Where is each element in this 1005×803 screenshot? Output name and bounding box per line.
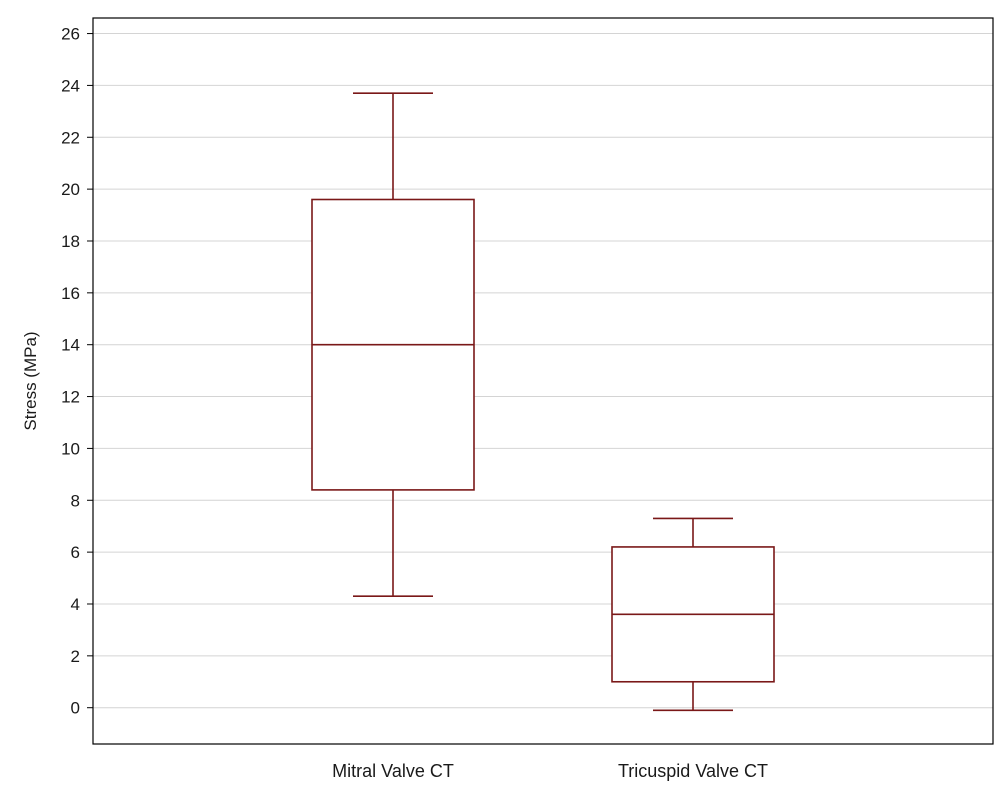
- y-tick-label: 16: [61, 284, 80, 303]
- y-tick-label: 20: [61, 180, 80, 199]
- x-category-label: Tricuspid Valve CT: [618, 761, 768, 781]
- y-tick-label: 6: [71, 543, 80, 562]
- y-tick-label: 0: [71, 699, 80, 718]
- plot-frame: [92, 17, 994, 745]
- y-tick-label: 12: [61, 388, 80, 407]
- y-tick-label: 24: [61, 76, 80, 95]
- boxes: [311, 92, 775, 712]
- box-2: [611, 517, 775, 712]
- y-tick-label: 18: [61, 232, 80, 251]
- y-tick-label: 8: [71, 491, 80, 510]
- y-tick-label: 2: [71, 647, 80, 666]
- gridlines: [93, 33, 993, 709]
- y-tick-label: 10: [61, 439, 80, 458]
- y-tick-label: 22: [61, 128, 80, 147]
- x-axis-category-labels: Mitral Valve CT Tricuspid Valve CT: [332, 761, 768, 781]
- x-category-label: Mitral Valve CT: [332, 761, 454, 781]
- y-tick-label: 26: [61, 25, 80, 44]
- box-1: [311, 92, 475, 598]
- y-tick-label: 4: [71, 595, 80, 614]
- y-axis-title: Stress (MPa): [21, 331, 40, 430]
- y-tick-label: 14: [61, 336, 80, 355]
